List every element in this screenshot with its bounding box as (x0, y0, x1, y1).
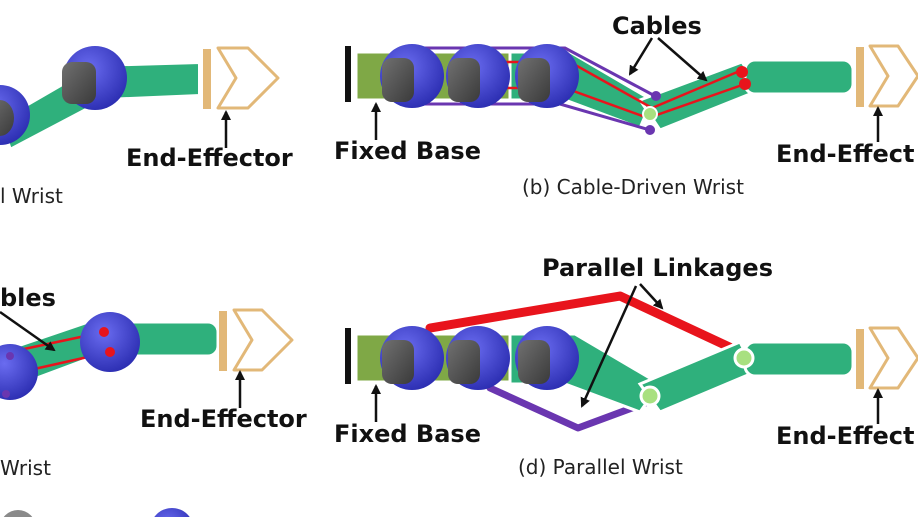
arrow-cables-2 (657, 37, 708, 82)
label-fixed-base-d: Fixed Base (334, 420, 481, 448)
gripper-a (201, 44, 282, 112)
gripper-b (854, 42, 918, 110)
label-parallel-linkages: Parallel Linkages (542, 254, 773, 282)
arrow-cables-c (0, 310, 56, 352)
label-end-effector-b: End-Effect (776, 140, 915, 168)
panel-a (0, 44, 282, 153)
panel-c (0, 306, 296, 408)
link-d-3 (743, 340, 855, 378)
caption-b: (b) Cable-Driven Wrist (522, 175, 744, 199)
caption-d: (d) Parallel Wrist (518, 455, 683, 479)
label-cables-b: Cables (612, 12, 702, 40)
label-cables-c: bles (0, 284, 56, 312)
gripper-d (854, 324, 918, 392)
caption-a: l Wrist (0, 184, 63, 208)
link-b-3 (743, 58, 855, 96)
panel-d (345, 283, 918, 434)
label-end-effector-c: End-Effector (140, 405, 307, 433)
arrow-linkages-1 (639, 283, 664, 310)
caption-c: Wrist (0, 456, 51, 480)
arrow-cables-1 (628, 37, 654, 76)
fixed-base-plate-d (345, 328, 351, 384)
panel-b (345, 37, 918, 142)
label-end-effector-a: End-Effector (126, 144, 293, 172)
fixed-base-plate-b (345, 46, 351, 102)
label-end-effector-d: End-Effect (776, 422, 915, 450)
joint-c-2 (80, 312, 140, 372)
gripper-c (217, 306, 296, 374)
arrow-linkages-2 (580, 285, 638, 408)
label-fixed-base-b: Fixed Base (334, 137, 481, 165)
panel-e-partial (3, 508, 190, 517)
